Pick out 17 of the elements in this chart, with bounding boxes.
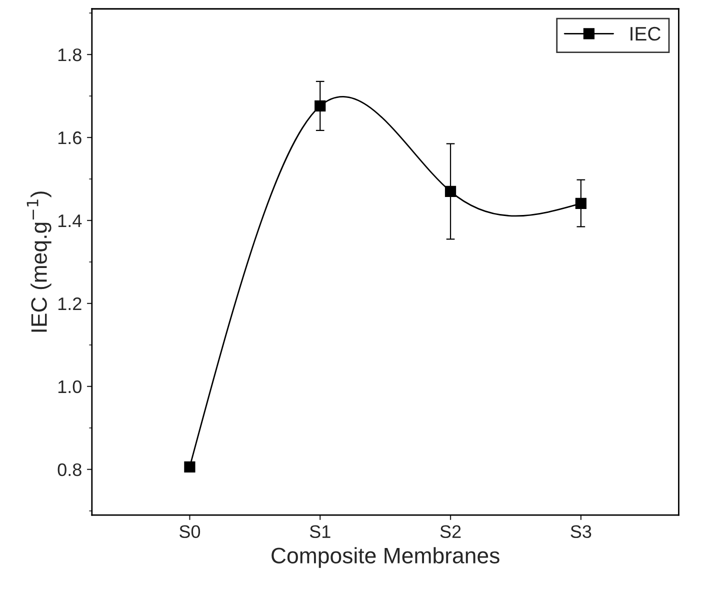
point [184,461,196,472]
point [444,186,456,197]
legend-label: IEC [630,26,660,41]
x-tick-label: S3 [570,525,592,538]
y-axis-title: IEC (meq.g$^{−1}$) [26,192,52,332]
x-axis-title: Composite Membranes [272,547,500,568]
y-tick-label: 1.8 [58,48,82,62]
x-tick-label: S0 [179,525,200,538]
y-tick-label: 1.6 [58,131,82,144]
point [575,198,586,210]
x-tick-label: S2 [440,525,461,538]
y-tick-label: 1.2 [58,297,82,310]
y-tick-label: 1.4 [58,214,82,228]
point [314,100,326,112]
y-tick-label: 0.8 [58,463,82,476]
x-tick-label: S1 [310,525,330,538]
y-tick-label: 1.0 [58,380,82,394]
